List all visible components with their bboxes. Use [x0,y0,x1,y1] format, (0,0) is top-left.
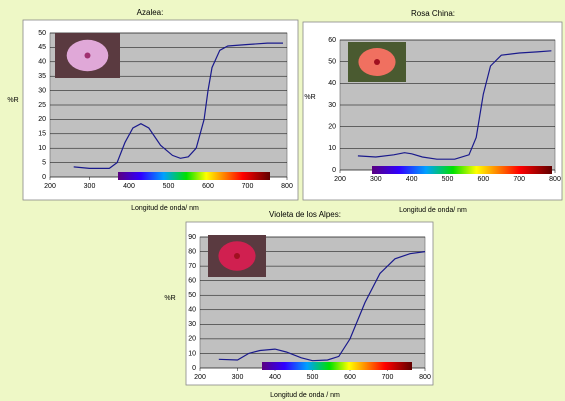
chart-title: Violeta de los Alpes: [269,210,341,219]
x-tick-label: 300 [84,183,96,190]
flower-center [374,59,380,65]
y-tick-label: 30 [38,87,46,94]
spectrum-bar [372,166,552,174]
x-axis-label: Longitud de onda / nm [270,392,340,399]
y-tick-label: 80 [188,248,196,255]
y-tick-label: 20 [38,116,46,123]
x-tick-label: 300 [232,374,244,381]
y-tick-label: 0 [192,365,196,372]
x-tick-label: 400 [123,183,135,190]
y-axis-label: %R [7,97,18,104]
x-tick-label: 500 [442,176,454,183]
x-tick-label: 200 [194,374,206,381]
y-tick-label: 90 [188,234,196,241]
x-axis-label: Longitud de onda/ nm [131,205,199,212]
x-tick-label: 700 [382,374,394,381]
y-tick-label: 60 [328,37,336,44]
y-tick-label: 30 [188,321,196,328]
x-axis-label: Longitud de onda/ nm [399,207,467,214]
x-tick-label: 600 [477,176,489,183]
y-tick-label: 40 [188,307,196,314]
y-tick-label: 40 [38,59,46,66]
x-tick-label: 300 [370,176,382,183]
x-tick-label: 400 [269,374,281,381]
x-tick-label: 600 [202,183,214,190]
y-tick-label: 10 [328,145,336,152]
spectrum-bar [262,362,412,370]
y-tick-label: 20 [328,124,336,131]
flower-center [85,53,91,59]
y-axis-label: %R [164,295,175,302]
y-tick-label: 25 [38,102,46,109]
x-tick-label: 800 [419,374,431,381]
y-tick-label: 30 [328,102,336,109]
flower-center [234,253,240,259]
chart-title: Rosa China: [411,9,455,18]
x-tick-label: 500 [307,374,319,381]
y-tick-label: 5 [42,159,46,166]
x-tick-label: 800 [549,176,561,183]
page: Azalea: %R Longitud de onda/ nm 0 5 10 15 20 25 3… [0,0,565,401]
y-tick-label: 40 [328,80,336,87]
x-tick-label: 800 [281,183,293,190]
y-tick-label: 50 [38,30,46,37]
x-tick-label: 500 [163,183,175,190]
y-tick-label: 15 [38,131,46,138]
x-tick-label: 200 [44,183,56,190]
y-tick-label: 0 [332,167,336,174]
chart-title: Azalea: [137,8,164,17]
x-tick-label: 600 [344,374,356,381]
spectrum-bar [118,172,270,180]
y-tick-label: 70 [188,263,196,270]
y-tick-label: 50 [188,292,196,299]
y-axis-label: %R [304,94,315,101]
x-tick-label: 700 [513,176,525,183]
y-tick-label: 60 [188,278,196,285]
y-tick-label: 35 [38,73,46,80]
x-tick-label: 400 [406,176,418,183]
x-tick-label: 700 [242,183,254,190]
x-tick-label: 200 [334,176,346,183]
y-tick-label: 0 [42,174,46,181]
y-tick-label: 45 [38,44,46,51]
y-tick-label: 10 [188,350,196,357]
y-tick-label: 20 [188,336,196,343]
y-tick-label: 50 [328,59,336,66]
y-tick-label: 10 [38,145,46,152]
